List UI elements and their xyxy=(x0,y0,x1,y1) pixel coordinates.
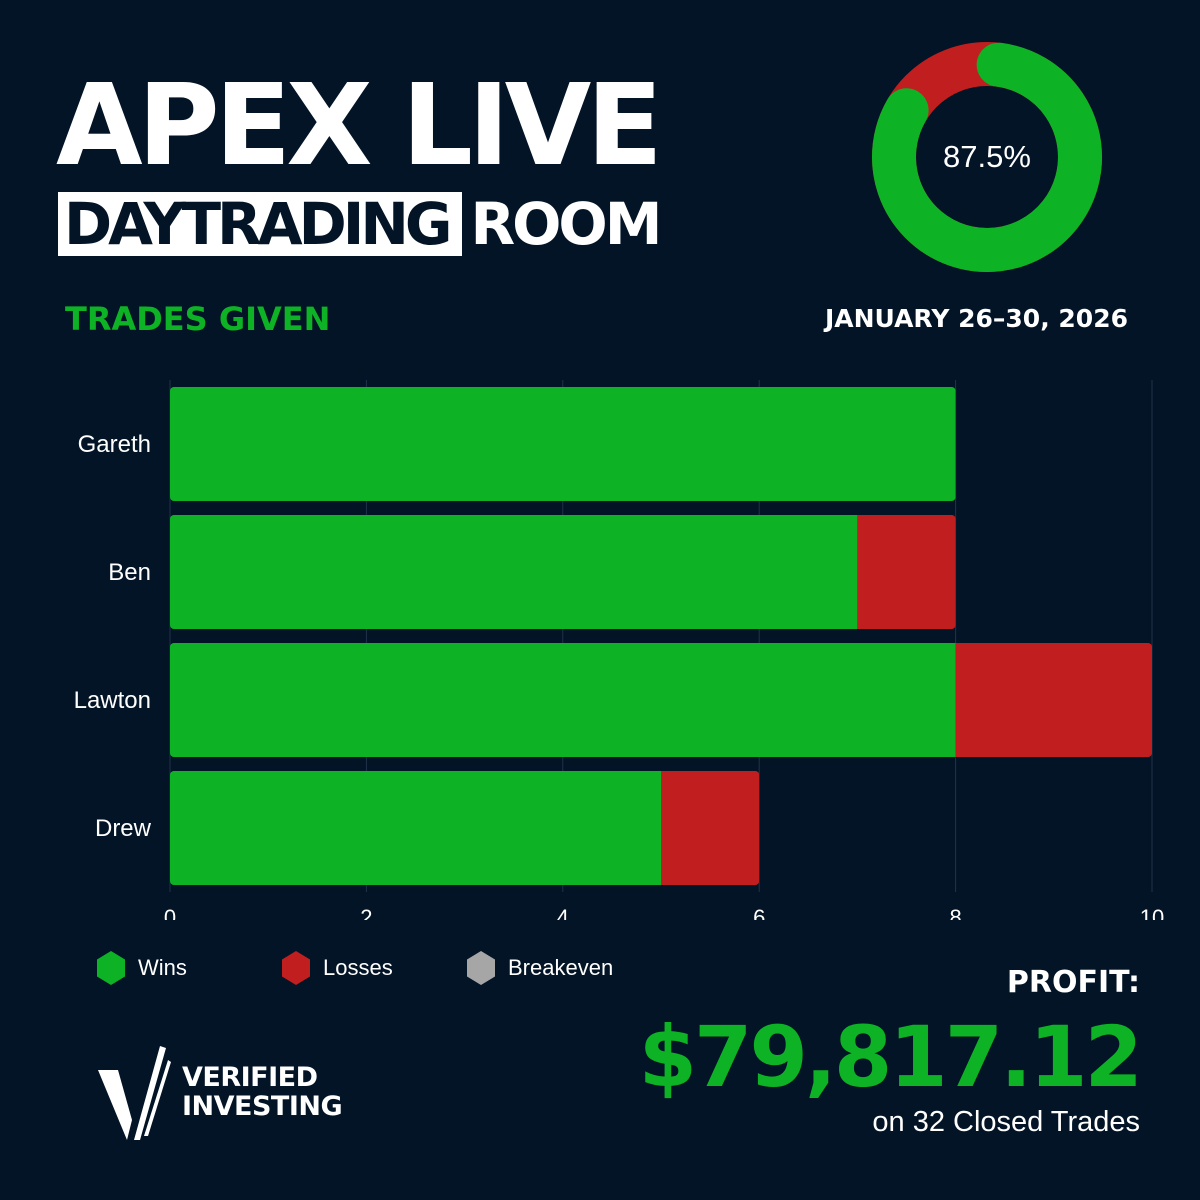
profit-label: PROFIT: xyxy=(1006,965,1140,1000)
bar-segment-wins xyxy=(170,771,661,885)
trades-bar-chart: Gareth Ben Lawton Drew 0 2 4 6 8 10 xyxy=(74,380,1164,920)
legend-item-breakeven: Breakeven xyxy=(466,950,613,986)
profit-value: $79,817.12 xyxy=(638,1008,1143,1106)
chart-legend: Wins Losses Breakeven xyxy=(96,950,613,986)
bar-segment-losses xyxy=(955,643,1152,757)
bar-row-ben xyxy=(170,515,956,629)
win-rate-label: 87.5% xyxy=(943,139,1031,174)
bar-segment-wins xyxy=(170,515,858,629)
legend-item-losses: Losses xyxy=(281,950,466,986)
win-rate-donut: 87.5% xyxy=(872,42,1102,272)
brand-line-2: INVESTING xyxy=(182,1091,343,1122)
brand-name: VERIFIED INVESTING xyxy=(182,1062,343,1122)
bar-segment-losses xyxy=(857,515,956,629)
date-range: JANUARY 26–30, 2026 xyxy=(824,304,1128,333)
bar-segment-losses xyxy=(661,771,760,885)
hexagon-icon xyxy=(467,951,495,985)
section-label: TRADES GIVEN xyxy=(65,300,331,338)
legend-item-wins: Wins xyxy=(96,950,281,986)
x-tick-label: 10 xyxy=(1140,905,1164,920)
y-category-label: Lawton xyxy=(74,687,151,714)
x-tick-label: 8 xyxy=(949,905,961,920)
bar-segment-wins xyxy=(170,387,956,501)
x-tick-label: 0 xyxy=(164,905,176,920)
subtitle-plain: ROOM xyxy=(470,190,662,258)
hexagon-icon xyxy=(282,951,310,985)
verified-v-logo-icon xyxy=(98,1046,171,1140)
x-tick-label: 2 xyxy=(360,905,372,920)
legend-label-breakeven: Breakeven xyxy=(508,955,614,980)
y-category-label: Drew xyxy=(95,815,152,842)
subtitle-boxed: DAYTRADING xyxy=(58,192,463,256)
profit-note: on 32 Closed Trades xyxy=(872,1106,1140,1138)
bar-segment-wins xyxy=(170,643,956,757)
page-title: APEX LIVE xyxy=(56,61,663,191)
x-tick-label: 4 xyxy=(557,905,569,920)
donut-win-arc xyxy=(872,42,1102,272)
legend-label-wins: Wins xyxy=(138,955,187,980)
brand-line-1: VERIFIED xyxy=(182,1062,318,1093)
bar-row-gareth xyxy=(170,387,956,501)
bar-row-lawton xyxy=(170,643,1152,757)
x-tick-label: 6 xyxy=(753,905,765,920)
hexagon-icon xyxy=(97,951,125,985)
page-subtitle: DAYTRADING ROOM xyxy=(58,190,662,258)
legend-label-losses: Losses xyxy=(323,955,393,980)
y-category-label: Gareth xyxy=(78,431,151,458)
bar-row-drew xyxy=(170,771,760,885)
y-category-label: Ben xyxy=(108,559,151,586)
brand-logo: VERIFIED INVESTING xyxy=(96,1040,343,1144)
